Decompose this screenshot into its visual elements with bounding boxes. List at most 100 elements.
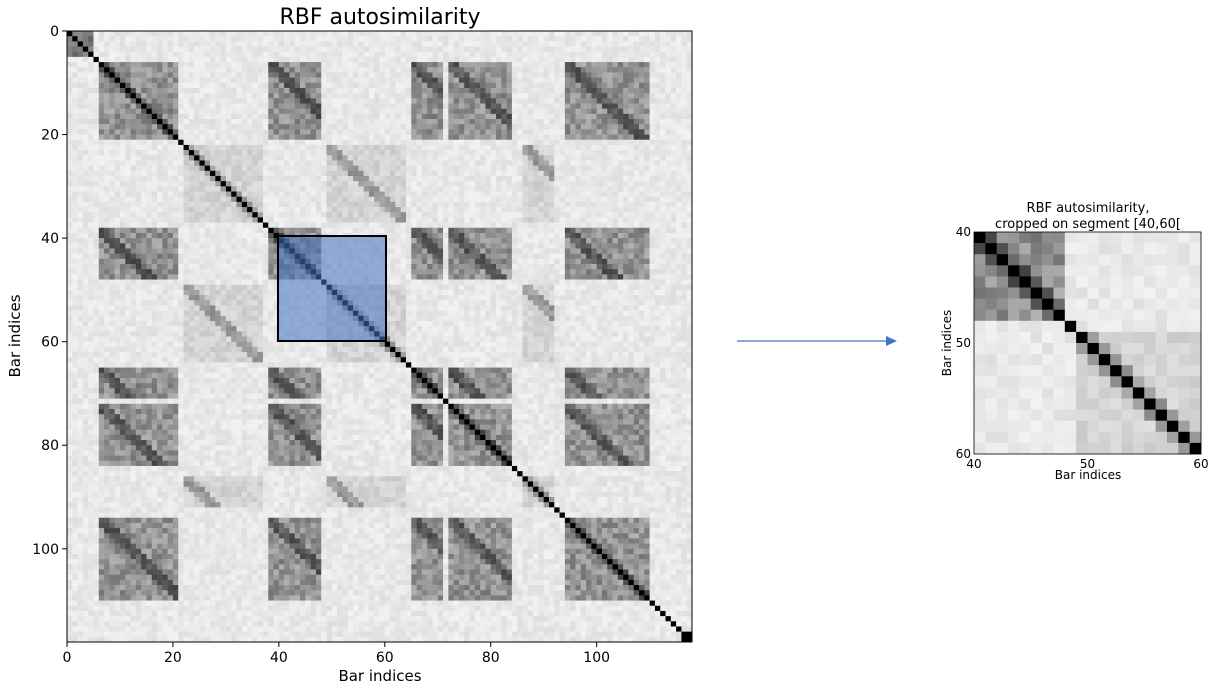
heatmap-cell <box>273 160 280 166</box>
heatmap-cell <box>533 227 539 234</box>
heatmap-cell <box>623 191 629 197</box>
heatmap-cell <box>326 181 333 187</box>
heatmap-cell <box>268 56 274 63</box>
heatmap-cell <box>586 207 592 213</box>
heatmap-cell <box>421 201 428 208</box>
heatmap-cell <box>305 129 311 135</box>
heatmap-cell <box>188 170 195 177</box>
heatmap-cell <box>368 56 375 63</box>
heatmap-cell <box>665 46 672 53</box>
heatmap-cell <box>326 108 333 115</box>
heatmap-cell <box>172 170 179 177</box>
heatmap-cell <box>400 160 407 166</box>
heatmap-cell <box>384 232 391 239</box>
heatmap-cell <box>517 243 523 249</box>
heatmap-cell <box>119 31 126 37</box>
heatmap-cell <box>390 93 396 99</box>
heatmap-cell <box>427 36 433 42</box>
heatmap-cell <box>580 62 587 68</box>
heatmap-cell <box>241 72 248 78</box>
heatmap-cell <box>167 243 174 249</box>
heatmap-cell <box>421 181 428 187</box>
heatmap-cell <box>511 77 518 84</box>
heatmap-cell <box>315 207 322 213</box>
heatmap-cell <box>681 51 688 58</box>
heatmap-cell <box>453 232 460 239</box>
heatmap-cell <box>443 113 449 120</box>
heatmap-cell <box>559 129 566 135</box>
heatmap-cell <box>109 238 115 244</box>
heatmap-cell <box>469 93 476 99</box>
heatmap-cell <box>575 207 582 213</box>
heatmap-cell <box>443 212 449 218</box>
heatmap-cell <box>623 170 629 177</box>
heatmap-cell <box>458 62 465 68</box>
heatmap-cell <box>347 108 354 115</box>
heatmap-cell <box>183 160 190 166</box>
heatmap-cell <box>501 124 507 130</box>
heatmap-cell <box>400 62 407 68</box>
heatmap-cell <box>570 98 576 104</box>
heatmap-cell <box>93 77 100 84</box>
heatmap-cell <box>527 93 534 99</box>
heatmap-cell <box>114 103 121 109</box>
heatmap-cell <box>157 124 163 130</box>
heatmap-cell <box>601 227 608 234</box>
heatmap-cell <box>580 181 587 187</box>
heatmap-cell <box>400 46 407 53</box>
heatmap-cell <box>199 217 206 223</box>
heatmap-cell <box>210 217 216 223</box>
heatmap-cell <box>315 160 322 166</box>
heatmap-cell <box>405 46 412 53</box>
heatmap-cell <box>151 248 158 254</box>
heatmap-cell <box>210 186 216 192</box>
heatmap-cell <box>506 155 513 161</box>
heatmap-cell <box>522 56 529 63</box>
heatmap-cell <box>77 165 84 172</box>
heatmap-cell <box>289 119 296 125</box>
heatmap-cell <box>225 51 232 58</box>
heatmap-cell <box>82 217 89 223</box>
heatmap-cell <box>289 98 296 104</box>
heatmap-cell <box>580 41 587 47</box>
heatmap-cell <box>257 227 264 234</box>
heatmap-cell <box>342 124 349 130</box>
heatmap-cell <box>612 217 619 223</box>
heatmap-cell <box>284 67 290 73</box>
heatmap-cell <box>210 56 216 63</box>
heatmap-cell <box>342 191 349 197</box>
heatmap-cell <box>125 196 131 203</box>
heatmap-cell <box>67 212 73 218</box>
heatmap-cell <box>125 119 131 125</box>
heatmap-cell <box>252 82 258 89</box>
heatmap-cell <box>247 150 253 156</box>
heatmap-cell <box>363 186 370 192</box>
heatmap-cell <box>490 207 497 213</box>
heatmap-cell <box>676 160 682 166</box>
heatmap-cell <box>273 139 280 146</box>
heatmap-cell <box>607 222 613 229</box>
heatmap-cell <box>458 175 465 182</box>
heatmap-cell <box>347 175 354 182</box>
heatmap-cell <box>188 139 195 146</box>
heatmap-cell <box>379 77 386 84</box>
heatmap-cell <box>596 175 603 182</box>
heatmap-cell <box>114 56 121 63</box>
heatmap-cell <box>284 129 290 135</box>
heatmap-cell <box>98 217 105 223</box>
heatmap-cell <box>331 165 338 172</box>
heatmap-cell <box>379 201 386 208</box>
heatmap-cell <box>114 243 121 249</box>
heatmap-cell <box>204 31 211 37</box>
heatmap-cell <box>670 41 677 47</box>
heatmap-cell <box>215 170 221 177</box>
heatmap-cell <box>676 31 682 37</box>
heatmap-cell <box>612 207 619 213</box>
heatmap-cell <box>633 77 640 84</box>
heatmap-cell <box>464 238 470 244</box>
heatmap-cell <box>300 67 306 73</box>
heatmap-cell <box>416 134 423 141</box>
heatmap-cell <box>167 36 174 42</box>
heatmap-cell <box>437 31 444 37</box>
heatmap-cell <box>199 36 206 42</box>
